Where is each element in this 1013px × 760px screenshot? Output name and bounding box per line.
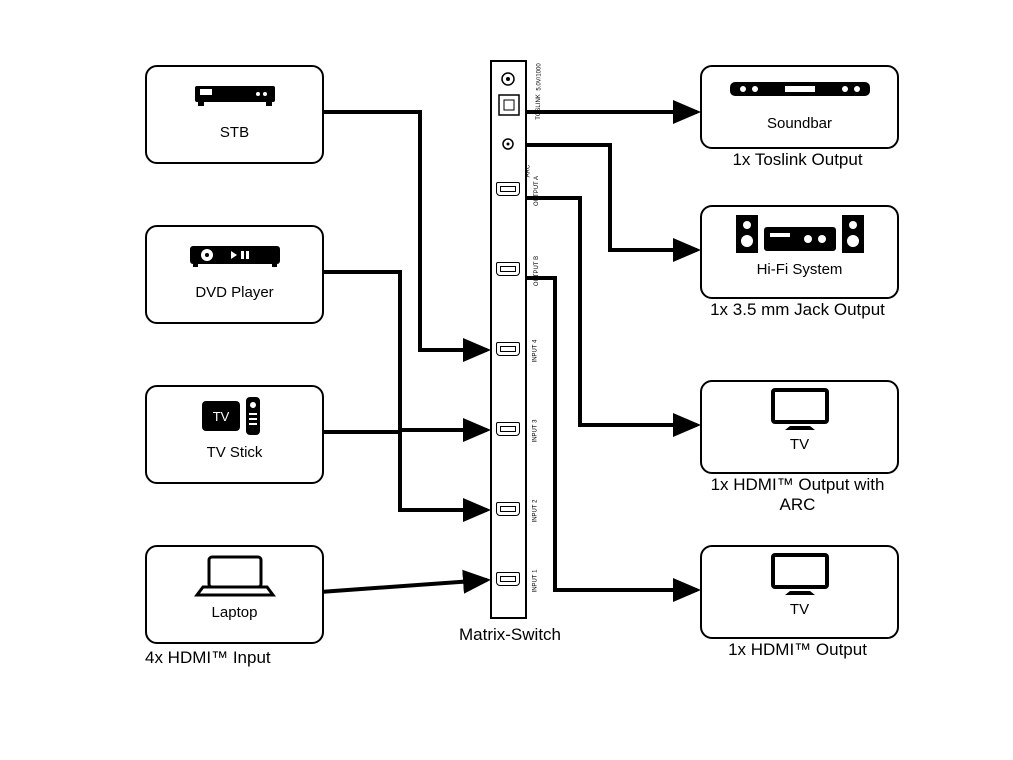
port-label: INPUT 2 xyxy=(532,500,538,523)
port-label: INPUT 3 xyxy=(532,420,538,443)
device-label: TV Stick xyxy=(147,444,322,461)
port-label: OUTPUT B xyxy=(534,256,540,286)
laptop-icon xyxy=(147,547,322,604)
right-caption: 1x Toslink Output xyxy=(700,150,895,170)
port-label: 5.0V/1000 xyxy=(537,63,543,90)
device-laptop: Laptop xyxy=(145,545,324,644)
device-soundbar: Soundbar xyxy=(700,65,899,149)
port-label: ARC xyxy=(525,165,531,178)
device-label: DVD Player xyxy=(147,284,322,301)
device-label: TV xyxy=(702,436,897,453)
port-label: OUTPUT A xyxy=(534,176,540,206)
headphone-jack-icon xyxy=(500,138,516,150)
device-label: Laptop xyxy=(147,604,322,621)
svg-text:TV: TV xyxy=(212,409,229,424)
hdmi-port-icon xyxy=(496,182,520,196)
hdmi-port-icon xyxy=(496,502,520,516)
hdmi-port-icon xyxy=(496,572,520,586)
device-label: STB xyxy=(147,124,322,141)
hdmi-port-icon xyxy=(496,422,520,436)
device-tv2: TV xyxy=(700,545,899,639)
device-dvd: DVD Player xyxy=(145,225,324,324)
right-caption: 1x HDMI™ Output with ARC xyxy=(700,475,895,515)
port-label: INPUT 4 xyxy=(532,340,538,363)
tvstick-icon: TV xyxy=(147,387,322,444)
device-tv1: TV xyxy=(700,380,899,474)
jack-port-icon xyxy=(498,72,518,86)
device-hifi: Hi-Fi System xyxy=(700,205,899,299)
port-label: TOSLINK xyxy=(536,94,542,120)
device-label: Soundbar xyxy=(702,115,897,132)
stb-icon xyxy=(147,67,322,124)
tv-icon xyxy=(702,547,897,601)
tv-icon xyxy=(702,382,897,436)
left-caption: 4x HDMI™ Input xyxy=(145,648,345,668)
matrix-switch xyxy=(490,60,527,619)
center-caption: Matrix-Switch xyxy=(440,625,580,645)
hdmi-port-icon xyxy=(496,262,520,276)
device-label: Hi-Fi System xyxy=(702,261,897,278)
device-tvstick: TV TV Stick xyxy=(145,385,324,484)
toslink-port-icon xyxy=(498,94,520,116)
device-stb: STB xyxy=(145,65,324,164)
diagram-stage: STB DVD Player TV xyxy=(0,0,1013,760)
right-caption: 1x HDMI™ Output xyxy=(700,640,895,660)
device-label: TV xyxy=(702,601,897,618)
hifi-icon xyxy=(702,207,897,261)
port-label: INPUT 1 xyxy=(532,570,538,593)
dvd-icon xyxy=(147,227,322,284)
hdmi-port-icon xyxy=(496,342,520,356)
soundbar-icon xyxy=(702,67,897,115)
right-caption: 1x 3.5 mm Jack Output xyxy=(700,300,895,320)
